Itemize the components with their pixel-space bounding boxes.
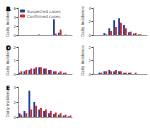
svg-text:4: 4 bbox=[13, 15, 16, 20]
svg-text:0: 0 bbox=[13, 33, 16, 38]
svg-text:A: A bbox=[6, 5, 11, 12]
svg-text:4: 4 bbox=[88, 6, 91, 11]
svg-text:1: 1 bbox=[88, 58, 91, 63]
svg-text:2: 2 bbox=[13, 100, 16, 105]
svg-text:B: B bbox=[6, 5, 11, 12]
svg-text:Daily incidence: Daily incidence bbox=[5, 45, 11, 76]
svg-text:4: 4 bbox=[13, 85, 16, 90]
svg-text:C: C bbox=[6, 44, 11, 51]
svg-text:2: 2 bbox=[13, 45, 16, 50]
svg-text:Daily incidence: Daily incidence bbox=[5, 6, 11, 37]
svg-text:Confirmed cases: Confirmed cases bbox=[27, 14, 60, 19]
svg-text:0: 0 bbox=[88, 33, 91, 38]
svg-text:D: D bbox=[6, 44, 11, 51]
svg-text:Daily incidence: Daily incidence bbox=[80, 45, 85, 76]
svg-text:0: 0 bbox=[13, 72, 16, 77]
svg-text:6: 6 bbox=[13, 6, 16, 11]
svg-text:1: 1 bbox=[13, 58, 16, 63]
svg-text:E: E bbox=[6, 84, 10, 91]
svg-text:Daily incidence: Daily incidence bbox=[80, 6, 85, 37]
svg-text:Daily incidence: Daily incidence bbox=[5, 86, 10, 117]
svg-text:0: 0 bbox=[13, 115, 16, 120]
svg-text:2: 2 bbox=[88, 19, 91, 24]
svg-text:Suspected cases: Suspected cases bbox=[27, 8, 61, 14]
svg-text:2: 2 bbox=[88, 45, 91, 50]
svg-text:0: 0 bbox=[88, 72, 91, 77]
svg-text:2: 2 bbox=[13, 24, 16, 29]
